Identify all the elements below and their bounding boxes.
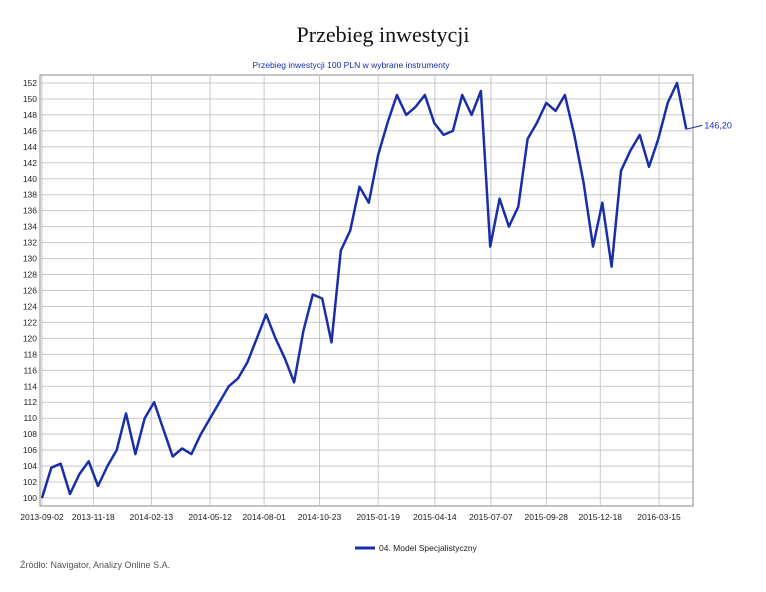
source-note: Źródło: Navigator, Analizy Online S.A. — [20, 560, 171, 570]
x-tick-label: 2014-05-12 — [188, 512, 232, 522]
grid-lines — [39, 74, 694, 507]
x-tick-label: 2015-04-14 — [413, 512, 457, 522]
y-tick-label: 144 — [23, 142, 37, 152]
y-tick-label: 100 — [23, 493, 37, 503]
page-title: Przebieg inwestycji — [296, 22, 470, 47]
x-tick-label: 2013-11-18 — [72, 512, 115, 522]
x-tick-label: 2015-07-07 — [469, 512, 513, 522]
end-value-label: 146,20 — [704, 120, 732, 130]
y-tick-label: 130 — [23, 254, 37, 264]
y-tick-label: 150 — [23, 94, 37, 104]
y-tick-label: 142 — [23, 158, 37, 168]
x-tick-label: 2015-01-19 — [356, 512, 400, 522]
y-tick-label: 132 — [23, 238, 37, 248]
y-tick-label: 134 — [23, 222, 37, 232]
x-tick-label: 2016-03-15 — [637, 512, 681, 522]
x-tick-label: 2015-09-28 — [525, 512, 569, 522]
y-tick-label: 120 — [23, 333, 37, 343]
x-tick-label: 2014-10-23 — [298, 512, 342, 522]
legend-label: 04. Model Specjalistyczny — [379, 543, 478, 553]
y-tick-label: 140 — [23, 174, 37, 184]
x-tick-label: 2014-02-13 — [130, 512, 174, 522]
y-tick-label: 148 — [23, 110, 37, 120]
y-tick-label: 114 — [23, 381, 37, 391]
y-tick-label: 118 — [23, 349, 37, 359]
y-tick-label: 104 — [23, 461, 37, 471]
y-tick-label: 138 — [23, 190, 37, 200]
end-label-leader — [686, 124, 703, 130]
y-tick-label: 128 — [23, 270, 37, 280]
y-tick-label: 110 — [23, 413, 37, 423]
y-tick-label: 102 — [23, 477, 37, 487]
y-tick-label: 108 — [23, 429, 37, 439]
x-tick-label: 2015-12-18 — [579, 512, 623, 522]
y-tick-label: 116 — [23, 365, 37, 375]
y-tick-label: 146 — [23, 126, 37, 136]
y-tick-label: 122 — [23, 317, 37, 327]
series-layer: 146,20 — [40, 81, 732, 499]
y-tick-label: 112 — [23, 397, 37, 407]
y-tick-label: 106 — [23, 445, 37, 455]
x-tick-label: 2014-08-01 — [242, 512, 286, 522]
y-tick-label: 152 — [23, 78, 37, 88]
legend: 04. Model Specjalistyczny — [355, 543, 478, 553]
y-tick-label: 126 — [23, 286, 37, 296]
y-tick-label: 124 — [23, 301, 37, 311]
y-axis: 100 102 104 106 108 110 112 114 116 118 120 122 124 1… — [23, 78, 37, 503]
chart-subtitle: Przebieg inwestycji 100 PLN w wybrane in… — [252, 60, 450, 70]
x-tick-label: 2013-09-02 — [20, 512, 64, 522]
series-line — [40, 81, 688, 499]
x-axis: 2013-09-02 2013-11-18 2014-02-13 2014-05-12… — [20, 512, 681, 522]
y-tick-label: 136 — [23, 206, 37, 216]
